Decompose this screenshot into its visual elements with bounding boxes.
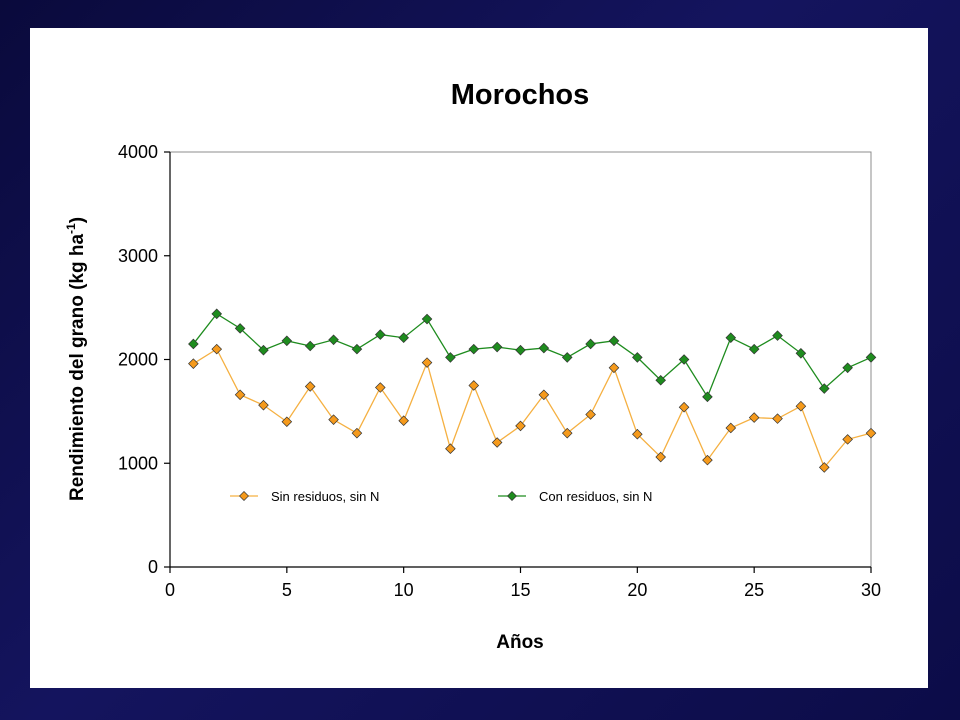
data-point-series-2 [421,313,433,325]
data-point-series-1 [702,454,713,466]
y-tick-label: 0 [148,557,158,577]
data-point-series-2 [818,383,830,394]
data-point-series-2 [702,391,713,403]
data-point-series-1 [655,451,666,463]
line-chart: Morochos 0 1000 2000 3000 4000 0 5 10 15 20 25 30 A… [64,79,881,653]
data-point-series-2 [538,342,550,354]
x-tick-label: 25 [744,580,764,600]
data-point-series-1 [234,389,246,401]
data-point-series-2 [725,332,737,344]
y-tick-label: 1000 [118,453,158,473]
data-point-series-2 [748,343,760,355]
slide-panel: Morochos 0 1000 2000 3000 4000 0 5 10 15 20 25 30 A… [30,28,928,688]
data-point-series-1 [258,399,269,411]
data-point-series-1 [725,422,737,434]
legend-marker-1 [239,491,249,501]
data-point-series-1 [211,343,223,355]
data-point-series-2 [678,354,690,365]
data-point-series-1 [772,413,783,424]
legend-marker-2 [507,491,517,501]
x-axis-title: Años [496,632,544,653]
y-axis-title-main: Rendimiento del grano (kg ha [67,234,88,502]
data-point-series-2 [445,352,456,363]
data-point-series-2 [234,323,246,334]
data-point-series-1 [515,420,526,432]
data-point-series-1 [304,381,316,392]
y-tick-label: 2000 [118,350,158,370]
data-point-series-2 [842,362,853,374]
data-point-series-2 [608,335,620,347]
data-point-series-2 [772,330,783,341]
data-point-series-1 [865,427,877,439]
legend: Sin residuos, sin N Con residuos, sin N [230,489,652,504]
data-point-series-1 [351,427,363,439]
data-point-series-2 [375,329,386,340]
data-point-series-1 [538,389,550,401]
data-point-series-1 [818,462,830,473]
plot-border [169,151,872,568]
x-tick-label: 10 [394,580,414,600]
x-tick-label: 15 [510,580,530,600]
data-point-series-2 [328,334,339,346]
data-point-series-1 [328,414,339,425]
data-point-series-1 [678,401,690,413]
series-markers [188,308,877,473]
data-point-series-2 [585,338,596,350]
data-point-series-2 [491,341,503,353]
data-point-series-1 [281,416,293,428]
legend-label-1: Sin residuos, sin N [271,489,379,504]
data-point-series-1 [445,443,456,455]
data-point-series-1 [632,428,643,440]
data-point-series-2 [304,340,316,352]
data-point-series-1 [842,434,853,445]
y-tick-label: 3000 [118,246,158,266]
data-point-series-1 [491,437,503,448]
data-point-series-2 [211,308,223,320]
data-point-series-2 [351,343,363,355]
data-point-series-2 [281,335,293,347]
data-point-series-2 [795,347,807,359]
data-point-series-2 [258,344,269,356]
data-point-series-1 [188,358,199,369]
data-point-series-1 [748,412,760,423]
legend-label-2: Con residuos, sin N [539,489,652,504]
data-point-series-1 [398,415,409,427]
data-point-series-2 [632,352,643,363]
data-point-series-1 [421,357,433,368]
chart-title: Morochos [451,79,590,111]
x-tick-label: 30 [861,580,881,600]
x-tick-label: 20 [627,580,647,600]
plot-area [169,151,872,568]
y-axis-title: Rendimiento del grano (kg ha-1) [64,217,88,501]
data-point-series-2 [865,352,877,363]
y-axis-title-superscript: -1 [64,223,78,234]
x-tick-label: 5 [282,580,292,600]
axes: 0 1000 2000 3000 4000 0 5 10 15 20 25 30 [118,142,881,600]
data-point-series-1 [561,427,573,439]
data-point-series-1 [795,400,807,412]
y-tick-label: 4000 [118,142,158,162]
data-point-series-2 [188,338,199,350]
data-point-series-1 [468,380,480,391]
x-tick-label: 0 [165,580,175,600]
data-point-series-1 [585,409,596,420]
data-point-series-1 [608,362,620,374]
data-point-series-2 [468,343,480,355]
y-axis-title-close: ) [67,217,88,223]
data-point-series-1 [375,382,386,393]
data-point-series-2 [515,344,526,356]
data-point-series-2 [655,374,666,386]
data-point-series-2 [561,352,573,363]
data-point-series-2 [398,332,409,344]
